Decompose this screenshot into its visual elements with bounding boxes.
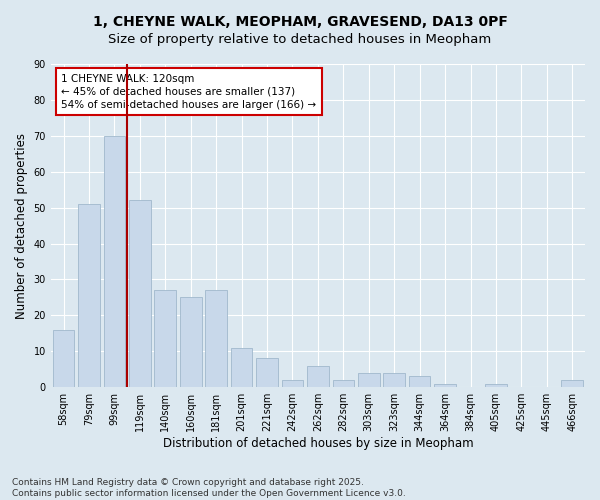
Text: Contains HM Land Registry data © Crown copyright and database right 2025.
Contai: Contains HM Land Registry data © Crown c…	[12, 478, 406, 498]
Y-axis label: Number of detached properties: Number of detached properties	[15, 132, 28, 318]
Bar	[256, 358, 278, 387]
X-axis label: Distribution of detached houses by size in Meopham: Distribution of detached houses by size …	[163, 437, 473, 450]
Bar	[154, 290, 176, 387]
Bar	[53, 330, 74, 387]
Bar	[307, 366, 329, 387]
Bar	[409, 376, 430, 387]
Bar	[562, 380, 583, 387]
Bar	[180, 298, 202, 387]
Bar	[332, 380, 354, 387]
Bar	[129, 200, 151, 387]
Bar	[358, 373, 380, 387]
Text: 1, CHEYNE WALK, MEOPHAM, GRAVESEND, DA13 0PF: 1, CHEYNE WALK, MEOPHAM, GRAVESEND, DA13…	[92, 15, 508, 29]
Bar	[78, 204, 100, 387]
Bar	[485, 384, 507, 387]
Bar	[281, 380, 303, 387]
Bar	[434, 384, 456, 387]
Bar	[231, 348, 253, 387]
Bar	[104, 136, 125, 387]
Bar	[383, 373, 405, 387]
Bar	[205, 290, 227, 387]
Text: 1 CHEYNE WALK: 120sqm
← 45% of detached houses are smaller (137)
54% of semi-det: 1 CHEYNE WALK: 120sqm ← 45% of detached …	[61, 74, 317, 110]
Text: Size of property relative to detached houses in Meopham: Size of property relative to detached ho…	[109, 32, 491, 46]
